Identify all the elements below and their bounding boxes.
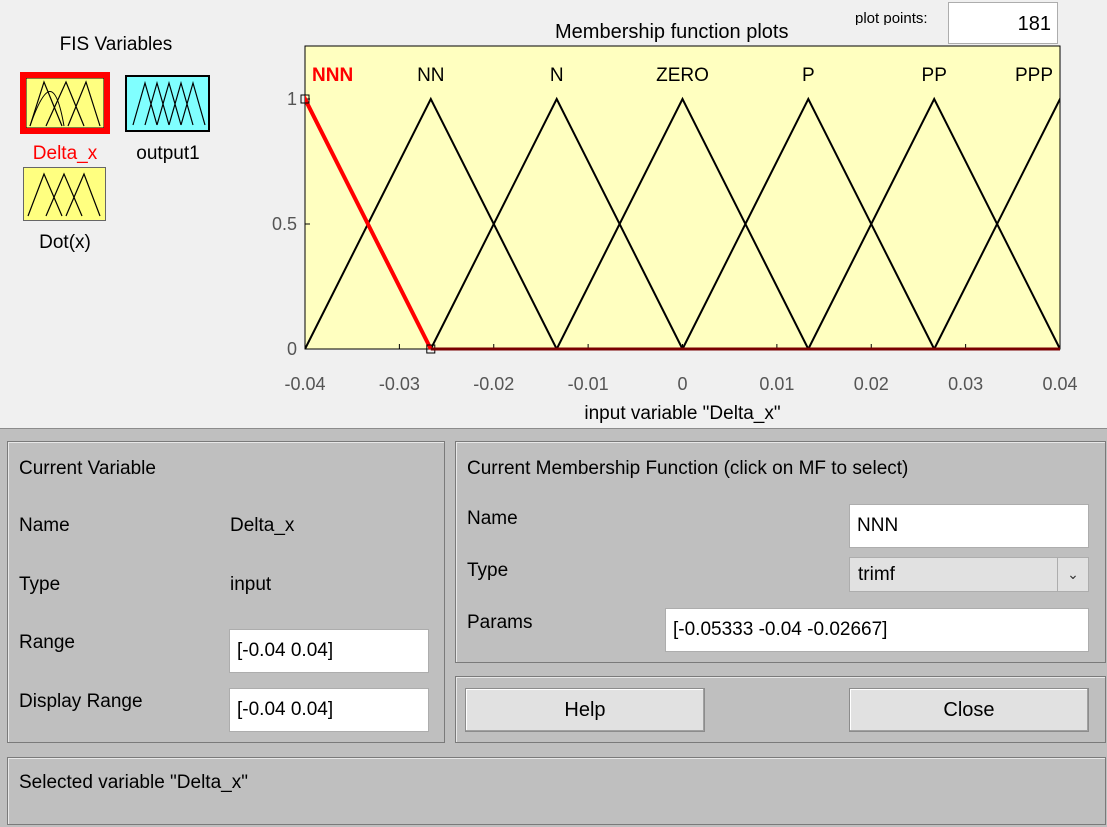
current-variable-header: Current Variable bbox=[19, 458, 156, 479]
y-tick-label: 0 bbox=[287, 339, 297, 359]
variable-name-label: Name bbox=[19, 515, 70, 536]
x-tick-label: -0.04 bbox=[284, 374, 325, 394]
mf-label-nn[interactable]: NN bbox=[417, 65, 444, 86]
x-tick-label: 0.02 bbox=[854, 374, 889, 394]
current-variable-panel: Current Variable Name Delta_x Type input… bbox=[7, 441, 445, 743]
mf-name-label: Name bbox=[467, 508, 518, 529]
mf-label-nnn[interactable]: NNN bbox=[312, 65, 353, 86]
close-button[interactable]: Close bbox=[849, 688, 1089, 732]
mf-line-n[interactable] bbox=[429, 96, 684, 350]
plot-points-label: plot points: bbox=[855, 11, 928, 25]
variable-box-output1[interactable] bbox=[125, 75, 210, 132]
membership-function-chart[interactable]: -0.04 -0.03 -0.02 -0.01 0 0.01 0.02 0.03 0.04 0 0.… bbox=[0, 0, 1107, 428]
mf-line-zero[interactable] bbox=[555, 96, 810, 350]
x-tick-label: 0.03 bbox=[948, 374, 983, 394]
delta-x-mf-icon bbox=[26, 78, 104, 128]
x-tick-label: 0 bbox=[677, 374, 687, 394]
dot-x-mf-icon bbox=[27, 172, 101, 217]
help-button[interactable]: Help bbox=[465, 688, 705, 732]
variable-box-delta-x[interactable] bbox=[20, 72, 110, 134]
display-range-input[interactable]: [-0.04 0.04] bbox=[229, 688, 429, 732]
status-panel: Selected variable "Delta_x" bbox=[7, 757, 1106, 825]
x-tick-label: -0.01 bbox=[568, 374, 609, 394]
variable-label-dot-x: Dot(x) bbox=[39, 232, 91, 253]
status-text: Selected variable "Delta_x" bbox=[19, 772, 248, 793]
mf-line-nn[interactable] bbox=[305, 96, 558, 350]
fis-variables-title: FIS Variables bbox=[59, 34, 173, 55]
variable-label-output1: output1 bbox=[136, 143, 200, 164]
mf-line-nnn[interactable] bbox=[179, 94, 433, 350]
mf-line-ppp[interactable] bbox=[933, 96, 1107, 350]
mf-name-input[interactable]: NNN bbox=[849, 504, 1089, 548]
mf-label-ppp[interactable]: PPP bbox=[1015, 65, 1053, 86]
x-axis-label: input variable "Delta_x" bbox=[584, 403, 780, 424]
mf-label-p[interactable]: P bbox=[802, 65, 815, 86]
mf-label-pp[interactable]: PP bbox=[922, 65, 947, 86]
chevron-down-icon[interactable]: ⌄ bbox=[1057, 558, 1088, 591]
mf-params-label: Params bbox=[467, 612, 533, 633]
y-tick-label: 0.5 bbox=[272, 214, 297, 234]
x-tick-label: -0.02 bbox=[473, 374, 514, 394]
output1-mf-icon bbox=[132, 80, 206, 126]
variable-box-dot-x[interactable] bbox=[23, 167, 106, 221]
plot-area bbox=[304, 45, 1061, 350]
range-label: Range bbox=[19, 632, 75, 653]
plot-title: Membership function plots bbox=[555, 21, 789, 43]
mf-type-value: trimf bbox=[858, 563, 895, 585]
y-tick-label: 1 bbox=[287, 89, 297, 109]
mf-type-label: Type bbox=[467, 560, 509, 581]
variable-type-label: Type bbox=[19, 574, 61, 595]
variable-type-value: input bbox=[230, 574, 272, 595]
variable-name-value: Delta_x bbox=[230, 515, 295, 536]
current-mf-header: Current Membership Function (click on MF… bbox=[467, 458, 909, 479]
mf-label-n[interactable]: N bbox=[550, 65, 564, 86]
variable-label-delta-x: Delta_x bbox=[32, 143, 98, 164]
mf-vertex-handle bbox=[300, 94, 310, 104]
mf-line-pp[interactable] bbox=[807, 96, 1060, 350]
current-mf-panel: Current Membership Function (click on MF… bbox=[455, 441, 1106, 663]
mf-params-input[interactable]: [-0.05333 -0.04 -0.02667] bbox=[665, 608, 1089, 652]
mf-label-zero[interactable]: ZERO bbox=[656, 65, 709, 86]
display-range-label: Display Range bbox=[19, 691, 143, 712]
mf-type-select[interactable]: trimf ⌄ bbox=[849, 557, 1089, 592]
buttons-panel: Help Close bbox=[455, 676, 1106, 743]
x-tick-label: 0.04 bbox=[1042, 374, 1077, 394]
mf-line-p[interactable] bbox=[681, 96, 936, 350]
range-input[interactable]: [-0.04 0.04] bbox=[229, 629, 429, 673]
x-tick-label: -0.03 bbox=[379, 374, 420, 394]
plot-points-input[interactable]: 181 bbox=[948, 2, 1058, 44]
x-tick-label: 0.01 bbox=[759, 374, 794, 394]
